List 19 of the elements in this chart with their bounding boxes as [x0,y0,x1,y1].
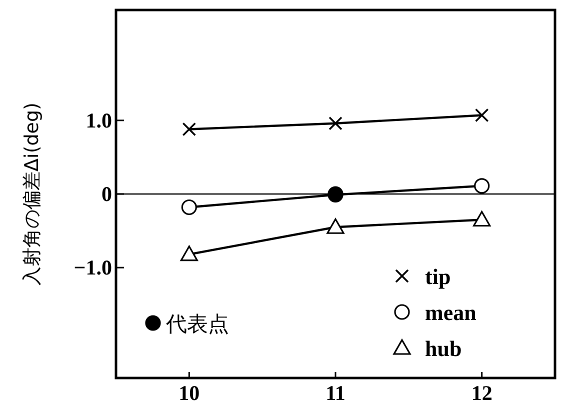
point [328,116,342,130]
legend-label: mean [425,300,476,325]
y-tick-label: 0 [102,182,112,206]
legend-label: tip [425,264,451,289]
y-tick-label: −1.0 [74,256,112,280]
x-tick-label: 10 [178,381,200,405]
point [474,178,490,194]
x-tick-label: 12 [471,381,492,405]
y-tick-label: 1.0 [86,108,112,132]
legend-label: 代表点 [165,312,229,336]
x-tick-label: 11 [326,381,346,405]
point [181,199,197,216]
point [326,218,344,234]
point [182,122,196,136]
legend-label: hub [425,336,462,361]
point [473,210,491,227]
point [180,246,198,262]
point [474,108,489,122]
y-axis-title: 入射角の偏差Δi(deg) [21,102,43,286]
